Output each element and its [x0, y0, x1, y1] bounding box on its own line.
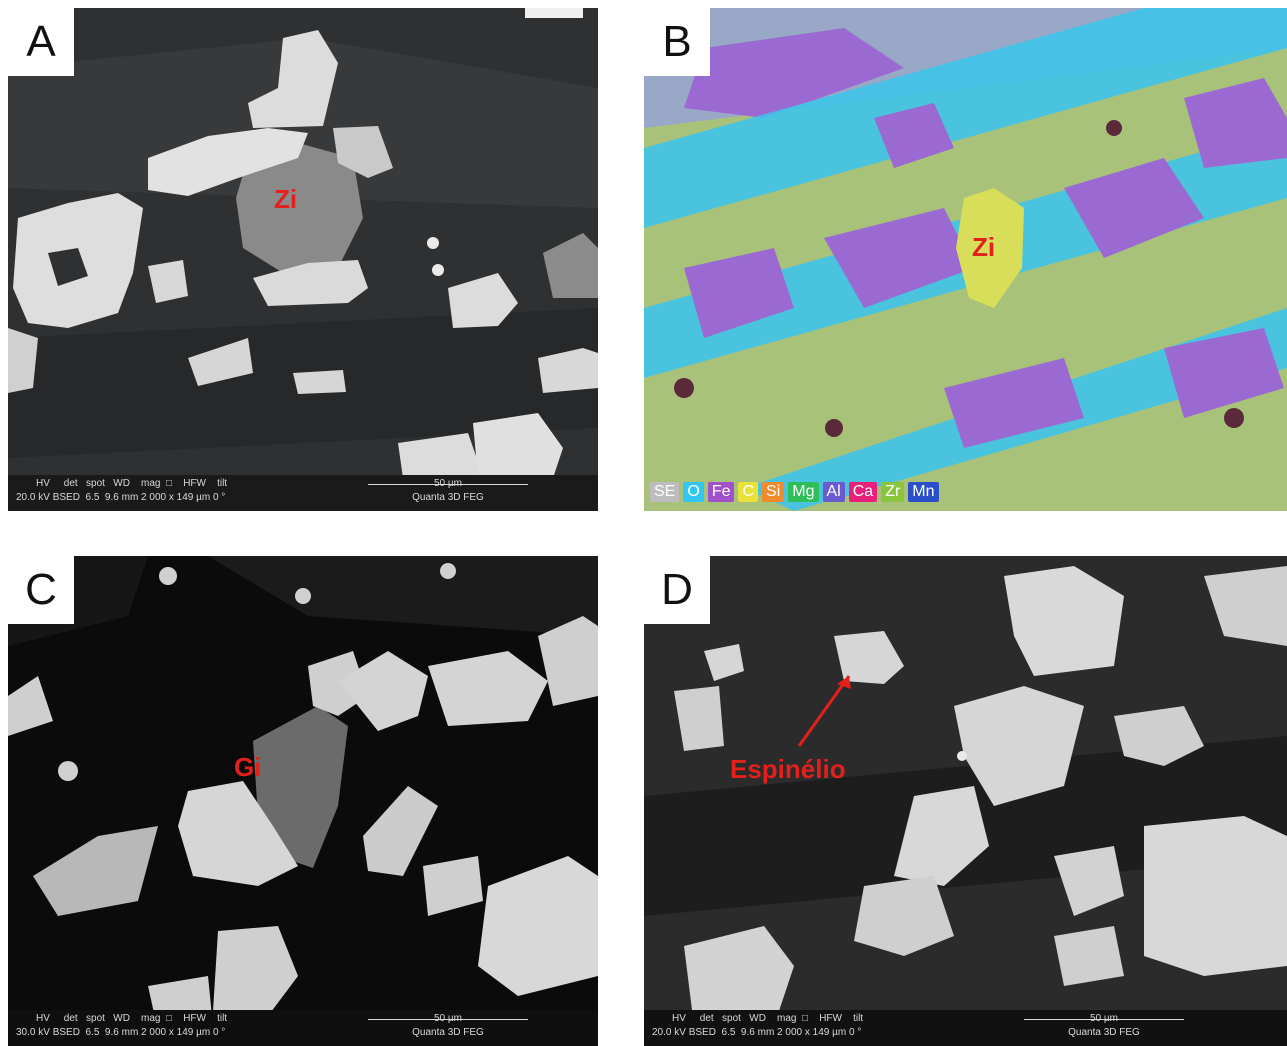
legend-item-ca: Ca: [848, 482, 878, 502]
scale-bar: [368, 1019, 528, 1020]
panel-c: C Gi HV det spot WD mag □ HFW tilt 30.0 …: [8, 556, 598, 1046]
legend-item-o: O: [683, 482, 704, 502]
databar-values: 20.0 kV BSED 6.5 9.6 mm 2 000 x 149 µm 0…: [652, 1027, 862, 1038]
panel-c-letter: C: [8, 556, 74, 624]
databar-header: HV det spot WD mag □ HFW tilt: [672, 1013, 864, 1024]
scale-label: 50 µm: [1024, 1013, 1184, 1025]
instrument-model: Quanta 3D FEG: [412, 1027, 484, 1038]
legend-item-fe: Fe: [707, 482, 735, 502]
databar-values: 30.0 kV BSED 6.5 9.6 mm 2 000 x 149 µm 0…: [16, 1027, 226, 1038]
panel-b-image: [644, 8, 1287, 511]
databar-values: 20.0 kV BSED 6.5 9.6 mm 2 000 x 149 µm 0…: [16, 492, 226, 503]
scale-bar: [368, 484, 528, 485]
element-map-legend: SE O Fe C Si Mg Al Ca Zr Mn: [650, 478, 939, 506]
zircon-label: Zi: [972, 232, 996, 262]
legend-item-zr: Zr: [881, 482, 905, 502]
legend-item-c: C: [738, 482, 759, 502]
databar-header: HV det spot WD mag □ HFW tilt: [36, 478, 228, 489]
panel-b: B Zi: [644, 8, 1287, 511]
zircon-label: Zi: [274, 184, 298, 214]
scale-label: 50 µm: [368, 1013, 528, 1025]
panel-d-image: [644, 556, 1287, 1046]
panel-a-image: [8, 8, 598, 511]
panel-a: A Zi HV det spot WD mag □ HFW tilt 20.0 …: [8, 8, 598, 511]
legend-item-al: Al: [822, 482, 845, 502]
legend-item-mn: Mn: [908, 482, 939, 502]
legend-item-si: Si: [762, 482, 785, 502]
panel-d-letter: D: [644, 556, 710, 624]
instrument-model: Quanta 3D FEG: [412, 492, 484, 503]
gibbsite-label: Gi: [234, 752, 262, 782]
scale-label: 50 µm: [368, 478, 528, 490]
instrument-model: Quanta 3D FEG: [1068, 1027, 1140, 1038]
databar-header: HV det spot WD mag □ HFW tilt: [36, 1013, 228, 1024]
sem-databar-d: HV det spot WD mag □ HFW tilt 20.0 kV BS…: [644, 1010, 1287, 1046]
panel-c-image: [8, 556, 598, 1046]
sem-databar-c: HV det spot WD mag □ HFW tilt 30.0 kV BS…: [8, 1010, 598, 1046]
scale-bar: [1024, 1019, 1184, 1020]
panel-a-letter: A: [8, 8, 74, 76]
legend-item-se: SE: [650, 482, 680, 502]
spinel-label: Espinélio: [730, 754, 846, 784]
sem-databar-a: HV det spot WD mag □ HFW tilt 20.0 kV BS…: [8, 475, 598, 511]
panel-b-letter: B: [644, 8, 710, 76]
legend-item-mg: Mg: [788, 482, 819, 502]
panel-d: D Espinélio HV det spot WD mag □ HFW til…: [644, 556, 1287, 1046]
